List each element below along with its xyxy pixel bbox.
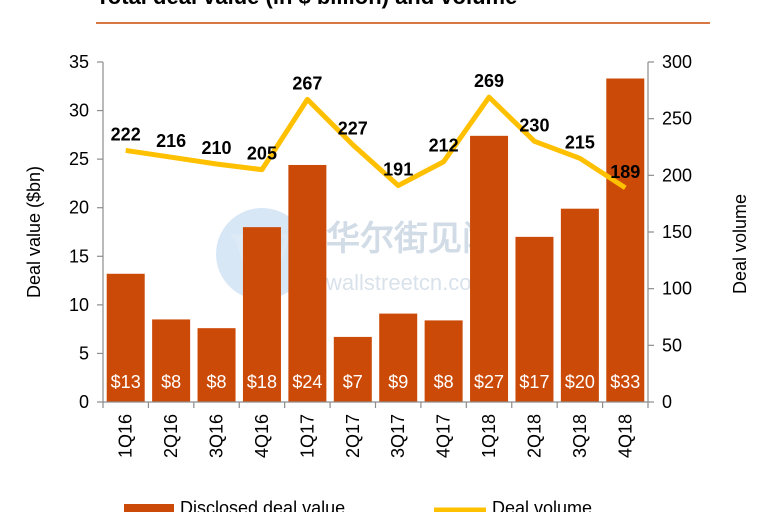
y-axis-ticks: 0 5 10 15 20 25 30 35 bbox=[69, 52, 103, 412]
line-value-label: 227 bbox=[338, 119, 368, 139]
x-tick-label: 3Q18 bbox=[570, 414, 590, 458]
bar-value-label: $9 bbox=[388, 372, 408, 392]
line-value-label: 191 bbox=[383, 160, 413, 180]
bar-value-label: $17 bbox=[519, 372, 549, 392]
bar-2Q18 bbox=[515, 236, 554, 402]
line-series bbox=[125, 94, 627, 190]
bar-3Q16 bbox=[197, 328, 236, 402]
y2-tick-label: 300 bbox=[662, 52, 692, 72]
line-labels: 222 216 210 205 267 227 191 212 269 230 215 189 bbox=[111, 71, 641, 182]
y-tick-label: 20 bbox=[69, 198, 89, 218]
y2-tick-label: 150 bbox=[662, 222, 692, 242]
y-tick-label: 15 bbox=[69, 246, 89, 266]
y2-axis-ticks: 0 50 100 150 200 250 300 bbox=[648, 52, 692, 412]
line-value-label: 205 bbox=[247, 144, 277, 164]
x-tick-label: 1Q17 bbox=[297, 414, 317, 458]
line-value-label: 267 bbox=[292, 73, 322, 93]
legend-label-line: Deal volume bbox=[492, 498, 592, 512]
bar-value-label: $27 bbox=[474, 372, 504, 392]
bar-series bbox=[106, 78, 645, 403]
line-value-label: 210 bbox=[202, 138, 232, 158]
bar-3Q18 bbox=[560, 208, 599, 402]
line-value-label: 215 bbox=[565, 132, 595, 152]
x-tick-label: 4Q17 bbox=[434, 414, 454, 458]
legend: Disclosed deal value Deal volume bbox=[124, 498, 592, 512]
legend-label-bar: Disclosed deal value bbox=[180, 498, 345, 512]
chart-title: Total deal value (in $ billion) and volu… bbox=[96, 0, 517, 9]
x-axis-ticks: 1Q16 2Q16 3Q16 4Q16 1Q17 2Q17 3Q17 4Q17 1Q18 2Q18… bbox=[102, 402, 649, 458]
x-tick-label: 2Q17 bbox=[343, 414, 363, 458]
bar-4Q18 bbox=[606, 78, 645, 402]
watermark-text: 华尔街见闻 bbox=[326, 219, 496, 259]
y2-axis-label: Deal volume bbox=[730, 194, 750, 294]
y-tick-label: 10 bbox=[69, 295, 89, 315]
bar-1Q16 bbox=[106, 273, 145, 402]
bar-value-label: $8 bbox=[434, 372, 454, 392]
x-tick-label: 2Q16 bbox=[161, 414, 181, 458]
line-value-label: 216 bbox=[156, 131, 186, 151]
y-tick-label: 25 bbox=[69, 149, 89, 169]
bar-value-label: $8 bbox=[207, 372, 227, 392]
y-tick-label: 35 bbox=[69, 52, 89, 72]
x-tick-label: 3Q16 bbox=[207, 414, 227, 458]
y2-tick-label: 200 bbox=[662, 165, 692, 185]
x-tick-label: 4Q18 bbox=[615, 414, 635, 458]
x-tick-label: 2Q18 bbox=[524, 414, 544, 458]
y-tick-label: 0 bbox=[79, 392, 89, 412]
x-tick-label: 3Q17 bbox=[388, 414, 408, 458]
x-tick-label: 1Q18 bbox=[479, 414, 499, 458]
line-value-label: 269 bbox=[474, 71, 504, 91]
bar-value-label: $7 bbox=[343, 372, 363, 392]
bar-value-label: $8 bbox=[161, 372, 181, 392]
line-value-label: 189 bbox=[610, 162, 640, 182]
x-tick-label: 1Q16 bbox=[116, 414, 136, 458]
y2-tick-label: 100 bbox=[662, 279, 692, 299]
line-value-label: 222 bbox=[111, 124, 141, 144]
bar-4Q16 bbox=[242, 227, 281, 402]
bar-4Q17 bbox=[424, 320, 463, 402]
legend-swatch-bar bbox=[124, 504, 174, 512]
line-value-label: 212 bbox=[429, 136, 459, 156]
bar-value-label: $18 bbox=[247, 372, 277, 392]
bar-1Q18 bbox=[470, 135, 509, 403]
y2-tick-label: 50 bbox=[662, 335, 682, 355]
bar-2Q16 bbox=[152, 319, 191, 402]
line-value-label: 230 bbox=[519, 115, 549, 135]
y2-tick-label: 250 bbox=[662, 109, 692, 129]
bar-value-label: $20 bbox=[565, 372, 595, 392]
y-tick-label: 5 bbox=[79, 343, 89, 363]
bar-1Q17 bbox=[288, 164, 327, 402]
bar-value-label: $13 bbox=[111, 372, 141, 392]
y2-tick-label: 0 bbox=[662, 392, 672, 412]
deal-volume-line bbox=[125, 94, 627, 190]
bar-value-label: $33 bbox=[610, 372, 640, 392]
y-tick-label: 30 bbox=[69, 101, 89, 121]
x-tick-label: 4Q16 bbox=[252, 414, 272, 458]
bar-3Q17 bbox=[379, 313, 418, 402]
bar-value-label: $24 bbox=[292, 372, 322, 392]
y-axis-label: Deal value ($bn) bbox=[24, 166, 44, 298]
watermark-subtext: wallstreetcn.com bbox=[325, 270, 490, 295]
bar-2Q17 bbox=[333, 336, 372, 402]
bar-labels: $13 $8 $8 $18 $24 $7 $9 $8 $27 $17 $20 $33 bbox=[111, 372, 641, 392]
